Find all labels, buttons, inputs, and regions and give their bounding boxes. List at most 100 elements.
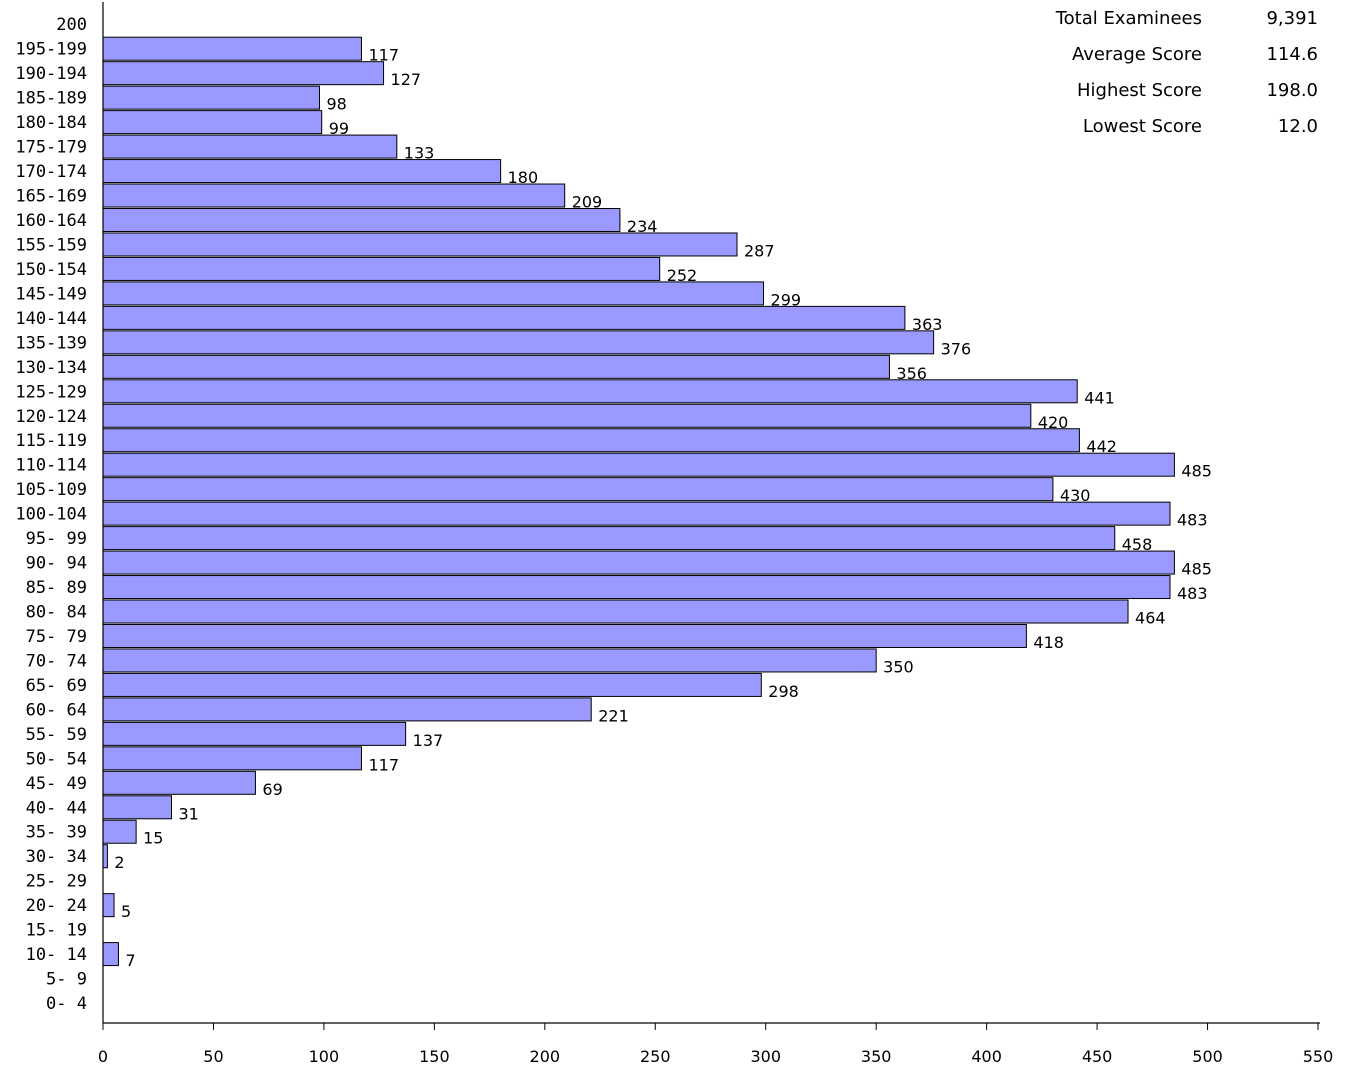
x-tick-label: 200 — [530, 1047, 561, 1066]
value-label: 483 — [1177, 584, 1208, 603]
bar — [102, 379, 1078, 404]
x-tick-label: 50 — [203, 1047, 223, 1066]
bar — [102, 281, 765, 306]
category-label: 170-174 — [15, 162, 87, 182]
stat-row-total: Total Examinees 9,391 — [1000, 8, 1330, 44]
stat-value: 9,391 — [1266, 8, 1318, 29]
x-ticks-group: 0 50 100 150 200 250 300 350 400 450 500 550 — [98, 1023, 1333, 1066]
value-label: 418 — [1033, 633, 1064, 652]
x-tick-label: 300 — [750, 1047, 781, 1066]
value-label: 441 — [1084, 388, 1115, 407]
value-label: 485 — [1181, 560, 1212, 579]
stat-value: 198.0 — [1266, 80, 1318, 101]
stat-label: Average Score — [1071, 44, 1202, 65]
category-label: 60- 64 — [26, 700, 87, 720]
x-tick-label: 150 — [419, 1047, 450, 1066]
category-label: 20- 24 — [26, 896, 87, 916]
category-label: 10- 14 — [26, 945, 87, 965]
value-label: 137 — [413, 731, 444, 750]
stat-label: Total Examinees — [1055, 8, 1202, 29]
bar — [102, 623, 1027, 648]
bar — [102, 477, 1054, 502]
bar — [102, 599, 1129, 624]
bar — [102, 85, 320, 110]
category-label: 35- 39 — [26, 823, 87, 843]
category-label: 200 — [56, 15, 87, 35]
category-label: 5- 9 — [46, 970, 87, 990]
bar — [102, 207, 621, 232]
bar — [102, 232, 738, 257]
category-label: 195-199 — [15, 40, 87, 60]
category-label: 190-194 — [15, 64, 87, 84]
value-label: 180 — [508, 168, 539, 187]
bar — [102, 648, 877, 673]
category-label: 185-189 — [15, 89, 87, 109]
bar — [102, 159, 502, 184]
category-label: 165-169 — [15, 187, 87, 207]
value-label: 420 — [1038, 413, 1069, 432]
bar — [102, 672, 762, 697]
category-label: 160-164 — [15, 211, 87, 231]
category-label: 30- 34 — [26, 847, 87, 867]
value-label: 209 — [572, 193, 603, 212]
category-labels-group: 200 195-199 190-194 185-189 180-184 175-179 17… — [15, 15, 87, 1014]
category-label: 135-139 — [15, 333, 87, 353]
category-label: 180-184 — [15, 113, 87, 133]
value-label: 299 — [771, 290, 802, 309]
bar — [102, 795, 172, 820]
category-label: 75- 79 — [26, 627, 87, 647]
bar — [102, 893, 115, 918]
value-label: 98 — [326, 95, 346, 114]
category-label: 100-104 — [15, 505, 87, 525]
value-label: 15 — [143, 829, 163, 848]
bar — [102, 746, 362, 771]
category-label: 175-179 — [15, 138, 87, 158]
value-label: 99 — [329, 119, 349, 138]
value-label: 234 — [627, 217, 658, 236]
category-label: 120-124 — [15, 407, 87, 427]
value-label: 363 — [912, 315, 943, 334]
value-label: 442 — [1086, 437, 1117, 456]
bar — [102, 721, 407, 746]
stat-value: 12.0 — [1277, 116, 1318, 137]
category-label: 95- 99 — [26, 529, 87, 549]
bar — [102, 256, 661, 281]
value-label: 69 — [262, 780, 282, 799]
category-label: 65- 69 — [26, 676, 87, 696]
bar — [102, 770, 256, 795]
category-label: 115-119 — [15, 431, 87, 451]
value-label: 2 — [114, 853, 124, 872]
bar — [102, 36, 362, 61]
value-label: 430 — [1060, 486, 1091, 505]
bar — [102, 819, 137, 844]
category-label: 140-144 — [15, 309, 87, 329]
bar — [102, 452, 1175, 477]
stat-value: 114.6 — [1266, 44, 1318, 65]
bar — [102, 403, 1032, 428]
x-tick-label: 0 — [98, 1047, 108, 1066]
stat-label: Highest Score — [1076, 80, 1202, 101]
category-label: 55- 59 — [26, 725, 87, 745]
bar — [102, 110, 323, 135]
category-label: 15- 19 — [26, 921, 87, 941]
bar — [102, 183, 566, 208]
value-label: 356 — [896, 364, 927, 383]
category-label: 105-109 — [15, 480, 87, 500]
bar — [102, 61, 385, 86]
value-label: 458 — [1122, 535, 1153, 554]
value-label: 5 — [121, 902, 131, 921]
bar — [102, 575, 1171, 600]
stat-label: Lowest Score — [1082, 116, 1202, 137]
bar — [102, 330, 935, 355]
category-label: 155-159 — [15, 235, 87, 255]
value-label: 221 — [598, 706, 629, 725]
value-label: 117 — [368, 755, 399, 774]
x-tick-label: 500 — [1192, 1047, 1223, 1066]
bar — [102, 844, 108, 869]
category-label: 45- 49 — [26, 774, 87, 794]
bar — [102, 354, 890, 379]
category-label: 150-154 — [15, 260, 87, 280]
value-labels-group: 117 127 98 99 133 180 209 234 287 252 299 363 376 356… — [114, 46, 1212, 970]
category-label: 50- 54 — [26, 749, 87, 769]
value-label: 350 — [883, 657, 914, 676]
